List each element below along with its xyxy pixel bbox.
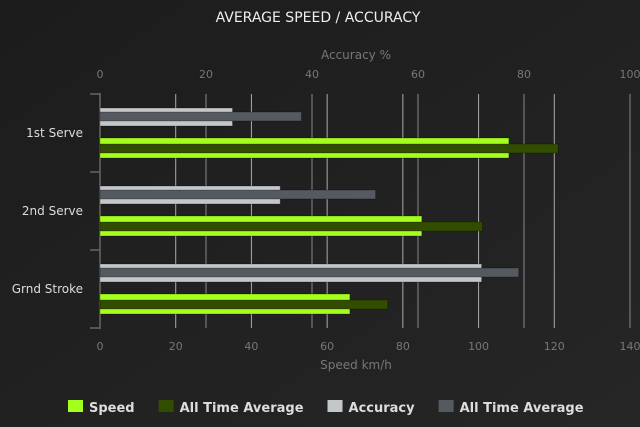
legend-label: All Time Average	[180, 401, 304, 416]
legend-swatch	[438, 400, 454, 412]
top-tick-label: 80	[517, 68, 531, 81]
top-tick-label: 0	[97, 68, 104, 81]
bottom-tick-label: 60	[320, 340, 334, 353]
bar-all-time-average	[99, 111, 302, 122]
bottom-tick-label: 80	[396, 340, 410, 353]
top-tick-label: 40	[305, 68, 319, 81]
bottom-tick-label: 140	[620, 340, 640, 353]
legend-swatch	[68, 400, 83, 412]
legend-swatch	[327, 400, 343, 412]
legend-label: Speed	[89, 401, 135, 416]
legend-label: All Time Average	[460, 401, 584, 416]
bottom-tick-label: 120	[544, 340, 565, 353]
top-tick-label: 100	[620, 68, 640, 81]
bottom-axis-label: Speed km/h	[320, 358, 392, 372]
category-label: 1st Serve	[26, 126, 83, 140]
top-tick-label: 60	[411, 68, 425, 81]
bottom-tick-label: 100	[468, 340, 489, 353]
bar-all-time-average	[99, 189, 377, 200]
top-tick-label: 20	[199, 68, 213, 81]
legend-label: Accuracy	[349, 401, 416, 416]
legend-swatch	[158, 400, 174, 412]
bottom-tick-label: 40	[244, 340, 258, 353]
chart-title: AVERAGE SPEED / ACCURACY	[216, 10, 421, 26]
bar-all-time-average	[99, 221, 483, 232]
bottom-tick-label: 20	[169, 340, 183, 353]
category-label: Grnd Stroke	[12, 282, 83, 296]
bar-all-time-average	[99, 299, 389, 310]
bar-all-time-average	[99, 267, 520, 278]
bar-all-time-average	[99, 143, 559, 154]
bottom-tick-label: 0	[97, 340, 104, 353]
top-axis-label: Accuracy %	[321, 48, 391, 62]
category-label: 2nd Serve	[22, 204, 83, 218]
